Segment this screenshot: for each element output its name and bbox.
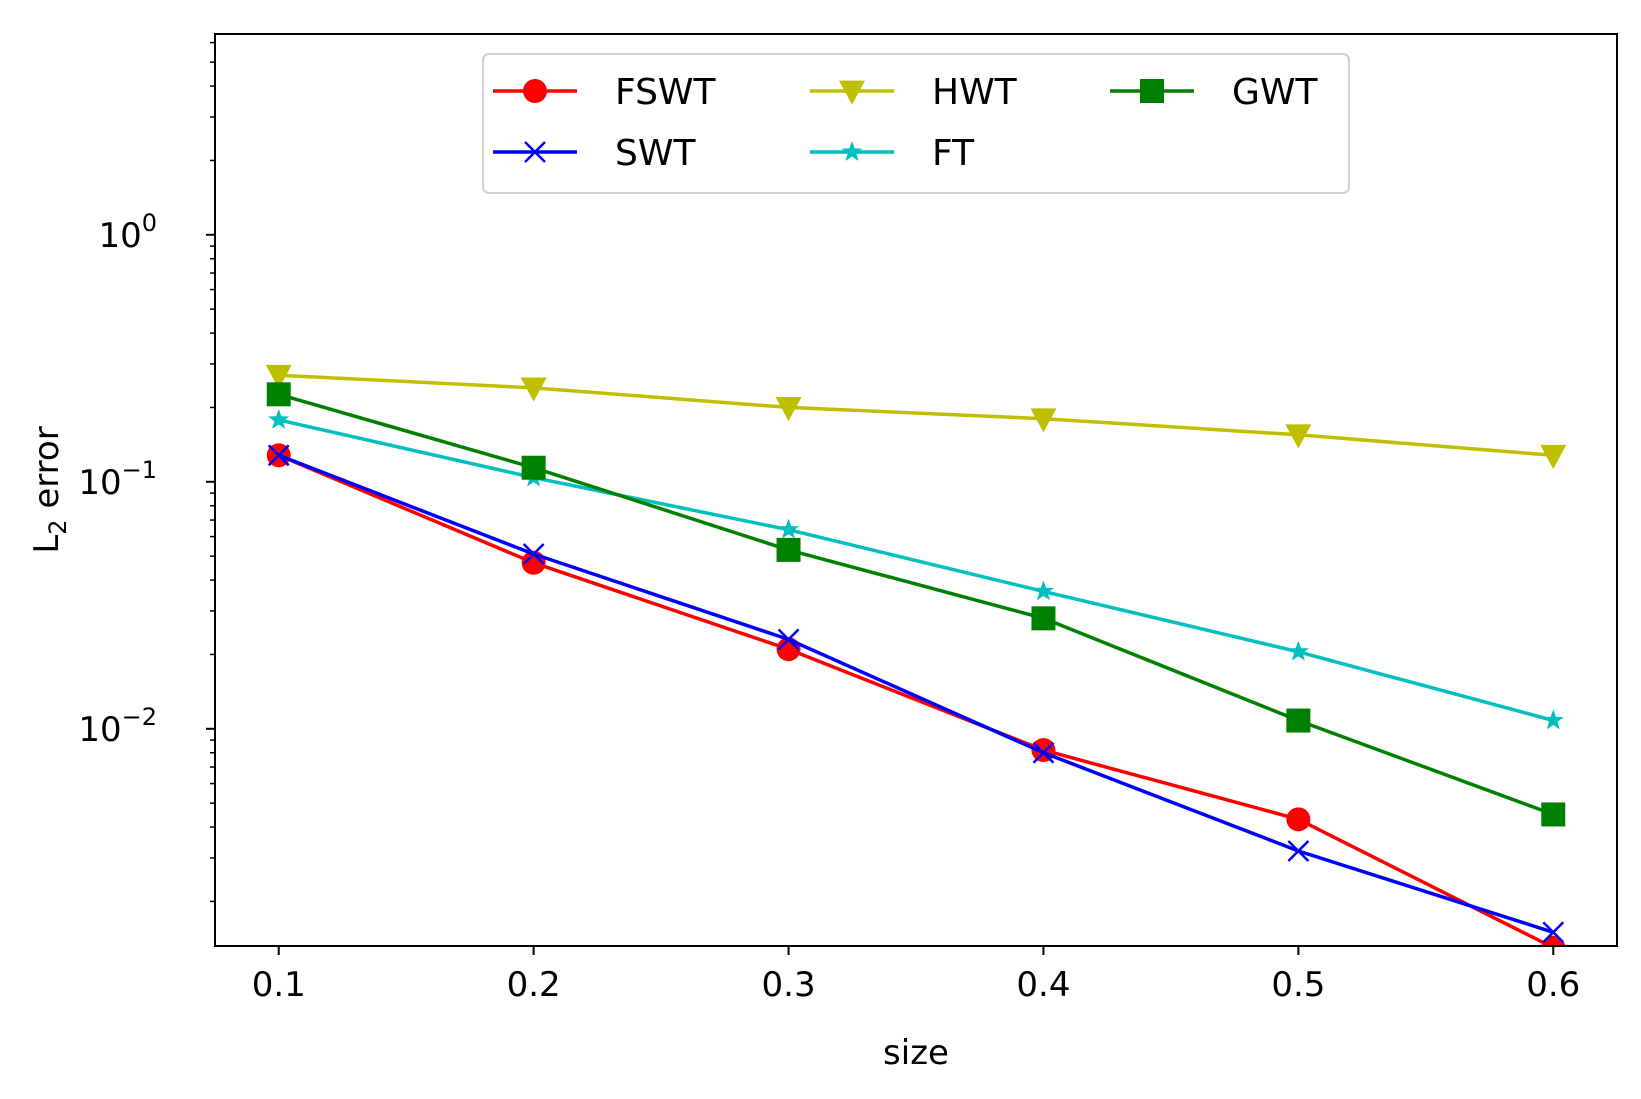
gwt-point [776,537,801,562]
hwt-point [1285,424,1312,449]
legend-item-gwt: GWT [1110,72,1318,113]
fswt-point [1286,807,1311,832]
swt-point [777,628,800,651]
y-tick-base: 10 [98,216,141,256]
series-fswt [266,443,1566,946]
gwt-line [278,392,1554,817]
x-tick-label: 0.2 [507,965,561,1005]
gwt-point [521,455,546,480]
legend-label: HWT [932,72,1018,113]
legend-label: SWT [615,133,696,174]
ft-point [268,408,290,429]
legend-label: FSWT [615,72,717,113]
swt-point [1032,741,1055,764]
ft-point [1287,640,1309,661]
series-gwt [266,382,1566,827]
y-axis-label: L2 error [27,426,72,553]
ft-point [1032,580,1054,601]
gwt-point [1541,802,1566,827]
series-swt [267,444,1565,944]
legend-item-ft: FT [810,133,975,174]
series-hwt [265,364,1567,469]
y-tick-base: 10 [78,710,121,750]
gwt-point [1286,708,1311,733]
y-tick-exponent: 0 [142,209,157,237]
legend-label: GWT [1232,72,1318,113]
x-tick-label: 0.5 [1271,965,1325,1005]
x-tick-label: 0.4 [1016,965,1070,1005]
x-tick-label: 0.3 [762,965,816,1005]
legend-item-swt: SWT [493,133,696,174]
legend-swatch-marker [841,141,863,161]
y-tick-exponent: −2 [122,703,157,731]
hwt-point [775,397,802,422]
x-tick-label: 0.6 [1526,965,1580,1005]
y-tick-exponent: −1 [122,456,157,484]
gwt-point [266,382,291,407]
legend-swatch-marker [1140,79,1164,103]
ft-line [278,418,1554,723]
hwt-point [1540,444,1567,469]
swt-point [267,444,290,467]
legend: FSWT SWT HWT FT GWT [482,53,1350,194]
series-ft [268,408,1564,730]
legend-frame [482,53,1350,194]
hwt-line [278,373,1554,458]
plot-area-frame [214,33,1618,947]
swt-point [522,543,545,565]
legend-swatch-marker [524,141,546,163]
hwt-point [1030,408,1057,433]
x-tick-label: 0.1 [252,965,306,1005]
swt-point [1542,921,1565,944]
legend-swatch-marker [839,80,865,105]
y-tick-base: 10 [78,463,121,503]
svg-text:L2 error: L2 error [27,426,72,553]
swt-line [278,453,1554,934]
y-tick-label: 10−1 [78,456,157,503]
x-axis-label: size [883,1033,949,1073]
legend-item-hwt: HWT [810,72,1018,113]
ft-point [778,518,800,539]
fswt-line [278,453,1555,946]
ft-point [1542,709,1564,730]
hwt-point [520,377,547,402]
legend-label: FT [932,133,975,174]
legend-item-fswt: FSWT [493,72,717,113]
hwt-point [265,364,292,389]
gwt-point [1031,606,1056,631]
y-tick-label: 100 [98,209,157,256]
y-tick-label: 10−2 [78,703,157,750]
swt-point [1287,840,1310,862]
legend-swatch-marker [523,79,547,103]
